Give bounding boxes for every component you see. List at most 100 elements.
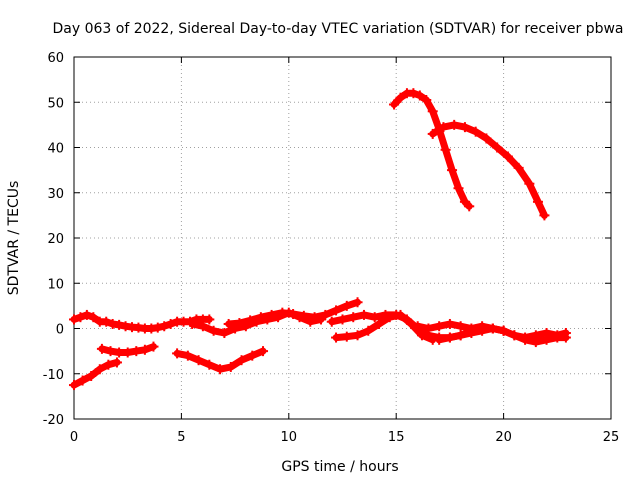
data-point — [225, 361, 236, 372]
data-point — [464, 201, 475, 212]
data-point — [234, 318, 245, 329]
data-point — [103, 359, 114, 370]
data-point — [204, 359, 215, 370]
data-point — [197, 321, 208, 332]
data-point — [86, 371, 97, 382]
data-point — [204, 314, 215, 325]
data-point — [539, 210, 550, 221]
data-point — [69, 380, 79, 391]
y-tick-label: 0 — [56, 323, 64, 338]
data-point — [492, 142, 503, 153]
data-point — [352, 297, 363, 308]
y-tick-label: 50 — [47, 96, 64, 111]
y-axis-label: SDTVAR / TECUs — [6, 181, 22, 296]
data-point — [363, 325, 374, 336]
data-point — [423, 323, 434, 334]
y-tick-label: 30 — [47, 187, 64, 202]
data-point — [172, 348, 183, 359]
data-point — [416, 330, 427, 341]
data-point — [358, 309, 369, 320]
data-point — [187, 318, 198, 329]
series-trace-arc-8 — [332, 311, 437, 344]
data-point — [487, 323, 498, 334]
data-point — [453, 183, 464, 194]
y-tick-label: -20 — [43, 413, 64, 428]
data-point — [131, 346, 142, 357]
data-point — [88, 312, 99, 323]
data-point — [427, 106, 438, 117]
data-point — [444, 332, 455, 343]
y-tick-label: 40 — [47, 142, 64, 157]
data-point — [459, 122, 470, 133]
y-tick-label: -10 — [43, 368, 64, 383]
data-point — [532, 196, 543, 207]
data-point — [348, 312, 359, 323]
data-point — [255, 312, 266, 323]
x-tick-label: 25 — [603, 430, 620, 445]
data-point — [309, 312, 320, 323]
data-point — [258, 346, 269, 357]
data-point — [193, 355, 204, 366]
data-point — [69, 314, 79, 325]
y-tick-label: 20 — [47, 232, 64, 247]
data-point — [105, 346, 116, 357]
data-point — [111, 357, 122, 368]
data-point — [560, 332, 571, 343]
data-point — [247, 350, 258, 361]
data-point — [384, 312, 395, 323]
data-point — [498, 325, 509, 336]
data-point — [288, 309, 299, 320]
data-point — [455, 321, 466, 332]
data-point — [75, 312, 86, 323]
data-point — [438, 122, 449, 133]
x-tick-label: 15 — [388, 430, 405, 445]
data-point — [524, 178, 535, 189]
data-point — [447, 165, 458, 176]
data-point — [466, 328, 477, 339]
data-point — [298, 310, 309, 321]
data-point — [470, 126, 481, 137]
data-point — [139, 344, 150, 355]
x-tick-label: 5 — [177, 430, 185, 445]
x-tick-label: 20 — [495, 430, 512, 445]
data-point — [182, 350, 193, 361]
data-point — [427, 128, 438, 139]
data-point — [434, 321, 445, 332]
data-point — [395, 309, 406, 320]
x-tick-label: 0 — [70, 430, 78, 445]
data-point — [94, 364, 105, 375]
data-point — [331, 305, 342, 316]
data-point — [374, 318, 385, 329]
x-axis-label: GPS time / hours — [281, 459, 398, 475]
data-point — [266, 309, 277, 320]
data-point — [326, 316, 337, 327]
data-point — [101, 316, 112, 327]
data-marks — [69, 88, 571, 391]
data-point — [509, 330, 520, 341]
data-point — [449, 119, 460, 130]
y-tick-label: 10 — [47, 277, 64, 292]
data-point — [414, 90, 425, 101]
data-point — [477, 325, 488, 336]
data-point — [219, 328, 230, 339]
data-point — [96, 343, 107, 354]
data-point — [215, 364, 226, 375]
data-point — [389, 99, 400, 110]
data-point — [331, 332, 342, 343]
data-point — [81, 309, 92, 320]
data-point — [408, 88, 419, 99]
data-point — [208, 325, 219, 336]
data-point — [245, 315, 256, 326]
grid — [74, 57, 611, 419]
data-point — [412, 321, 423, 332]
data-point — [148, 341, 159, 352]
data-point — [369, 312, 380, 323]
data-point — [277, 307, 288, 318]
data-point — [541, 334, 552, 345]
data-point — [530, 337, 541, 348]
x-tick-label: 10 — [281, 430, 298, 445]
data-point — [440, 144, 451, 155]
data-point — [395, 92, 406, 103]
